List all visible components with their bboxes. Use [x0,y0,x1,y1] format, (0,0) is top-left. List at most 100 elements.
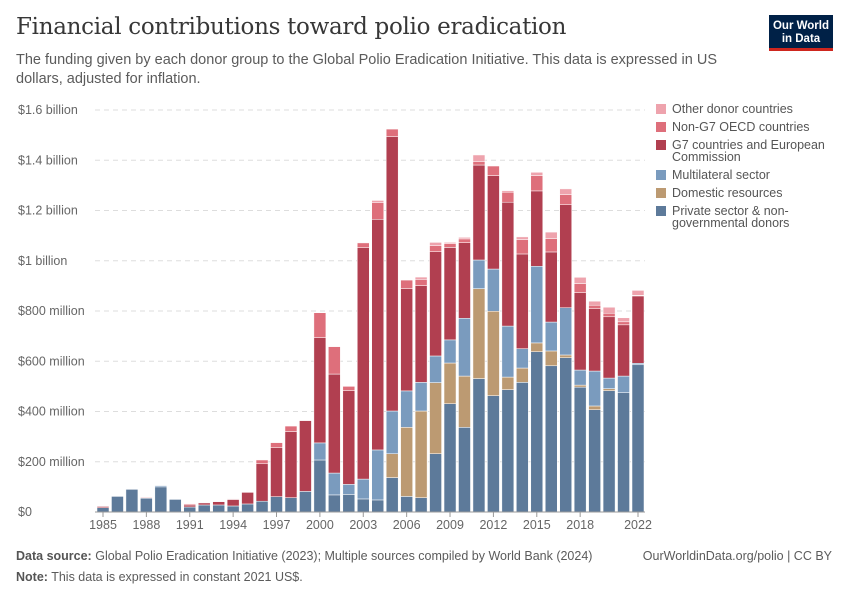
bar-segment[interactable] [357,498,370,513]
bar-segment[interactable] [501,389,515,513]
bar-segment[interactable] [544,251,558,323]
bar-segment[interactable] [472,154,486,163]
bar-segment[interactable] [183,506,197,513]
bar-segment[interactable] [516,367,529,383]
legend-label[interactable]: Commission [672,150,741,164]
bar-segment[interactable] [602,316,616,379]
bar-segment[interactable] [371,202,384,220]
bar-segment[interactable] [371,200,384,203]
bar-segment[interactable] [299,420,312,492]
bar-segment[interactable] [530,266,544,344]
bar-segment[interactable] [429,453,442,513]
bar-segment[interactable] [400,390,413,428]
bar-segment[interactable] [385,477,399,513]
bar-segment[interactable] [559,307,572,356]
bar-segment[interactable] [371,219,384,451]
legend-label[interactable]: Multilateral sector [672,168,770,182]
bar-segment[interactable] [183,504,197,508]
bar-segment[interactable] [501,376,515,390]
bar-segment[interactable] [544,238,558,253]
bar-segment[interactable] [255,463,269,502]
bar-segment[interactable] [487,175,500,270]
bar-segment[interactable] [516,382,529,513]
bar-segment[interactable] [631,364,645,513]
bar-segment[interactable] [458,238,471,243]
bar-segment[interactable] [588,405,601,410]
bar-segment[interactable] [573,283,587,293]
bar-segment[interactable] [559,188,572,195]
bar-segment[interactable] [443,339,457,364]
bar-segment[interactable] [458,427,471,513]
bar-segment[interactable] [530,351,544,513]
bar-segment[interactable] [299,419,312,421]
bar-segment[interactable] [299,491,312,513]
bar-segment[interactable] [414,497,428,513]
bar-segment[interactable] [414,410,428,498]
bar-segment[interactable] [617,392,630,513]
bar-segment[interactable] [516,236,529,240]
bar-segment[interactable] [328,472,341,496]
bar-segment[interactable] [212,501,225,506]
bar-segment[interactable] [241,503,254,513]
bar-segment[interactable] [602,390,616,513]
bar-segment[interactable] [530,342,544,352]
bar-segment[interactable] [429,355,442,383]
bar-segment[interactable] [530,175,544,192]
bar-segment[interactable] [458,242,471,319]
bar-segment[interactable] [255,459,269,465]
bar-segment[interactable] [197,502,211,506]
bar-segment[interactable] [169,499,182,513]
bar-segment[interactable] [270,496,283,513]
bar-segment[interactable] [617,317,630,323]
bar-segment[interactable] [487,165,500,176]
bar-segment[interactable] [342,386,356,391]
bar-segment[interactable] [443,403,457,513]
bar-segment[interactable] [357,242,370,248]
bar-segment[interactable] [429,251,442,357]
bar-segment[interactable] [342,390,356,485]
bar-segment[interactable] [559,354,572,358]
bar-segment[interactable] [501,325,515,378]
bar-segment[interactable] [458,318,471,377]
bar-segment[interactable] [443,362,457,404]
bar-segment[interactable] [588,409,601,513]
bar-segment[interactable] [313,337,327,444]
bar-segment[interactable] [501,191,515,203]
bar-segment[interactable] [501,190,515,193]
bar-segment[interactable] [371,449,384,501]
bar-segment[interactable] [385,410,399,454]
legend-label[interactable]: governmental donors [672,216,789,230]
bar-segment[interactable] [617,321,630,326]
bar-segment[interactable] [472,378,486,513]
bar-segment[interactable] [328,494,341,513]
bar-segment[interactable] [400,427,413,497]
bar-segment[interactable] [96,507,110,513]
bar-segment[interactable] [516,348,529,369]
bar-segment[interactable] [313,442,327,461]
bar-segment[interactable] [226,505,240,513]
legend-label[interactable]: Non-G7 OECD countries [672,120,810,134]
bar-segment[interactable] [559,194,572,205]
bar-segment[interactable] [357,478,370,500]
bar-segment[interactable] [588,300,601,306]
bar-segment[interactable] [458,237,471,240]
bar-segment[interactable] [284,431,298,498]
bar-segment[interactable] [602,388,616,391]
bar-segment[interactable] [270,447,283,497]
bar-segment[interactable] [284,497,298,513]
bar-segment[interactable] [255,500,269,513]
bar-segment[interactable] [443,243,457,248]
bar-segment[interactable] [443,242,457,244]
legend-label[interactable]: G7 countries and European [672,138,825,152]
bar-segment[interactable] [385,136,399,412]
bar-segment[interactable] [284,425,298,432]
bar-segment[interactable] [385,128,399,137]
bar-segment[interactable] [631,290,645,296]
bar-segment[interactable] [472,164,486,261]
bar-segment[interactable] [487,395,500,513]
bar-segment[interactable] [573,292,587,371]
bar-segment[interactable] [559,204,572,308]
bar-segment[interactable] [140,497,153,499]
bar-segment[interactable] [530,190,544,267]
bar-segment[interactable] [429,382,442,454]
